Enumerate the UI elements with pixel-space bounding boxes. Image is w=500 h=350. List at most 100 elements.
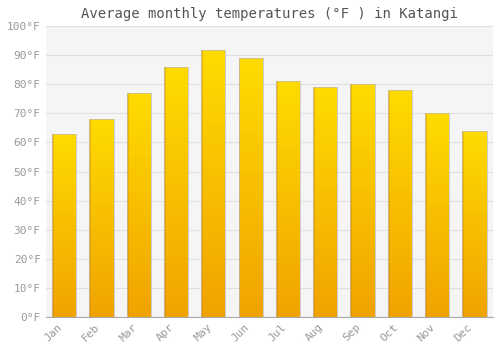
Bar — [313, 257, 338, 262]
Bar — [52, 138, 76, 141]
Bar — [201, 210, 226, 215]
Bar — [350, 201, 374, 205]
Bar — [313, 206, 338, 211]
Bar — [388, 222, 412, 226]
Bar — [201, 49, 226, 317]
Bar — [201, 189, 226, 194]
Bar — [201, 199, 226, 204]
Bar — [164, 87, 188, 92]
Bar — [238, 265, 263, 270]
Bar — [238, 307, 263, 312]
Bar — [350, 270, 374, 275]
Bar — [90, 190, 114, 194]
Bar — [350, 131, 374, 135]
Bar — [238, 125, 263, 131]
Bar — [276, 195, 300, 199]
Bar — [350, 219, 374, 224]
Bar — [462, 131, 464, 317]
Bar — [276, 293, 300, 298]
Bar — [313, 133, 338, 138]
Bar — [238, 89, 263, 94]
Bar — [90, 170, 114, 175]
Bar — [425, 304, 449, 309]
Bar — [388, 294, 412, 299]
Bar — [52, 299, 76, 302]
Bar — [462, 142, 486, 146]
Bar — [126, 187, 151, 191]
Bar — [52, 262, 76, 266]
Bar — [126, 209, 151, 214]
Bar — [90, 281, 114, 285]
Bar — [276, 223, 300, 228]
Bar — [90, 305, 114, 309]
Bar — [126, 138, 151, 142]
Bar — [425, 227, 449, 231]
Bar — [238, 146, 263, 151]
Bar — [425, 272, 449, 276]
Bar — [276, 176, 300, 180]
Bar — [350, 126, 374, 131]
Bar — [425, 113, 427, 317]
Bar — [164, 207, 188, 212]
Bar — [313, 165, 338, 170]
Bar — [164, 262, 188, 267]
Bar — [164, 97, 188, 102]
Bar — [388, 208, 412, 212]
Bar — [350, 308, 374, 312]
Bar — [388, 167, 412, 172]
Bar — [52, 193, 76, 196]
Bar — [276, 279, 300, 284]
Bar — [126, 147, 151, 151]
Bar — [350, 89, 374, 94]
Bar — [164, 152, 188, 157]
Bar — [313, 97, 338, 101]
Bar — [313, 156, 338, 161]
Bar — [276, 82, 278, 317]
Bar — [164, 257, 188, 262]
Bar — [126, 218, 151, 223]
Bar — [164, 77, 188, 82]
Bar — [201, 269, 226, 274]
Bar — [52, 280, 76, 284]
Bar — [388, 145, 412, 149]
Bar — [276, 119, 300, 124]
Bar — [164, 142, 188, 147]
Bar — [462, 149, 486, 153]
Bar — [425, 309, 449, 313]
Bar — [313, 262, 338, 266]
Bar — [238, 301, 263, 307]
Bar — [313, 312, 338, 317]
Bar — [425, 280, 449, 284]
Bar — [238, 79, 263, 84]
Bar — [238, 136, 263, 141]
Bar — [313, 294, 338, 299]
Bar — [462, 131, 486, 317]
Bar — [313, 239, 338, 243]
Bar — [350, 229, 374, 233]
Bar — [238, 172, 263, 177]
Bar — [388, 95, 412, 99]
Bar — [313, 188, 338, 193]
Bar — [462, 276, 486, 280]
Bar — [313, 179, 338, 184]
Bar — [276, 284, 300, 288]
Bar — [388, 262, 412, 267]
Bar — [313, 216, 338, 220]
Bar — [425, 146, 449, 150]
Bar — [238, 131, 263, 136]
Bar — [164, 212, 188, 217]
Bar — [201, 301, 226, 306]
Bar — [52, 218, 76, 222]
Bar — [388, 99, 412, 104]
Bar — [313, 147, 338, 152]
Bar — [90, 246, 114, 250]
Bar — [350, 159, 374, 163]
Bar — [276, 312, 300, 317]
Bar — [52, 273, 76, 276]
Bar — [90, 309, 114, 313]
Bar — [425, 183, 449, 187]
Bar — [164, 307, 188, 312]
Bar — [350, 163, 374, 168]
Bar — [90, 131, 114, 135]
Bar — [276, 124, 300, 128]
